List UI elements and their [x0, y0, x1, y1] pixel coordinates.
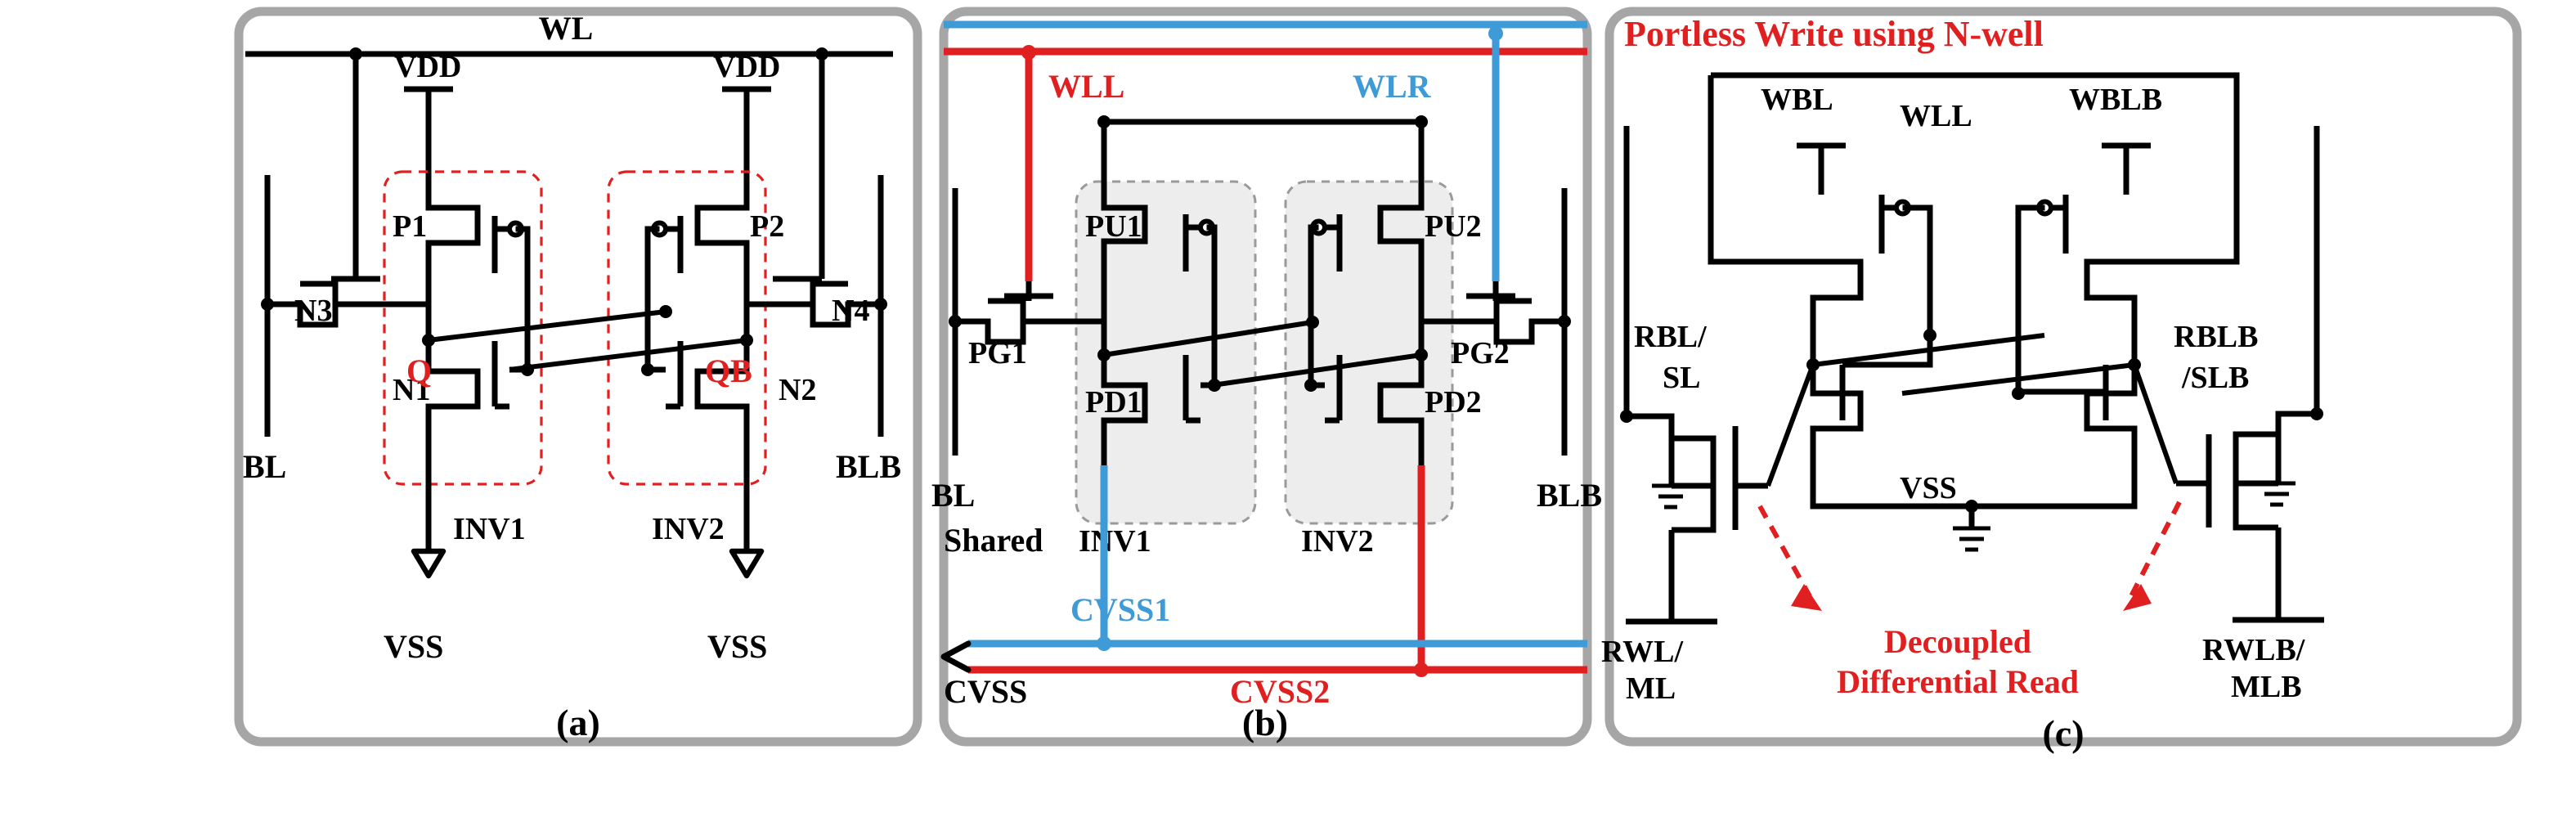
svg-text:WBL: WBL	[1761, 83, 1833, 117]
svg-text:Portless Write using N-well: Portless Write using N-well	[1624, 14, 2044, 54]
svg-text:BLB: BLB	[1537, 477, 1602, 514]
svg-text:PG2: PG2	[1451, 336, 1510, 370]
svg-text:PD2: PD2	[1425, 385, 1482, 420]
svg-text:QB: QB	[705, 352, 752, 389]
svg-text:BLB: BLB	[836, 448, 901, 485]
svg-text:WLR: WLR	[1353, 68, 1432, 105]
svg-text:VDD: VDD	[394, 50, 461, 84]
svg-text:P1: P1	[393, 209, 427, 244]
svg-text:Shared: Shared	[944, 522, 1043, 559]
svg-text:MLB: MLB	[2231, 670, 2302, 704]
svg-text:RWLB/: RWLB/	[2202, 633, 2305, 667]
svg-text:INV1: INV1	[1079, 524, 1151, 559]
svg-text:WBLB: WBLB	[2069, 83, 2162, 117]
svg-text:N3: N3	[294, 294, 332, 328]
svg-text:N4: N4	[832, 294, 869, 328]
svg-text:BL: BL	[243, 448, 286, 485]
svg-text:(c): (c)	[2042, 712, 2084, 754]
svg-text:WLL: WLL	[1048, 68, 1124, 105]
svg-text:INV2: INV2	[652, 512, 725, 546]
svg-text:RWL/: RWL/	[1601, 635, 1683, 669]
svg-text:VSS: VSS	[707, 628, 767, 665]
svg-text:VSS: VSS	[1900, 471, 1957, 505]
svg-text:PU1: PU1	[1085, 209, 1142, 244]
svg-text:PD1: PD1	[1085, 385, 1142, 420]
svg-text:(b): (b)	[1242, 702, 1288, 743]
svg-text:SL: SL	[1663, 361, 1700, 395]
svg-text:Q: Q	[406, 352, 432, 389]
svg-text:CVSS1: CVSS1	[1070, 591, 1170, 628]
svg-text:RBL/: RBL/	[1634, 320, 1707, 354]
svg-text:/SLB: /SLB	[2181, 361, 2249, 395]
svg-text:VSS: VSS	[384, 628, 443, 665]
svg-text:CVSS: CVSS	[944, 673, 1027, 710]
svg-text:(a): (a)	[556, 702, 600, 743]
svg-text:WLL: WLL	[1900, 99, 1972, 133]
svg-text:PU2: PU2	[1425, 209, 1482, 244]
svg-text:VDD: VDD	[713, 50, 780, 84]
svg-text:N2: N2	[779, 373, 816, 407]
svg-text:ML: ML	[1626, 671, 1676, 706]
svg-text:Decoupled: Decoupled	[1884, 623, 2031, 660]
svg-text:RBLB: RBLB	[2174, 320, 2258, 354]
svg-text:INV2: INV2	[1301, 524, 1374, 559]
svg-text:P2: P2	[750, 209, 784, 244]
svg-text:PG1: PG1	[968, 336, 1027, 370]
svg-text:WL: WL	[539, 10, 594, 47]
svg-text:Differential Read: Differential Read	[1837, 663, 2079, 700]
svg-text:INV1: INV1	[453, 512, 526, 546]
svg-text:BL: BL	[931, 477, 975, 514]
